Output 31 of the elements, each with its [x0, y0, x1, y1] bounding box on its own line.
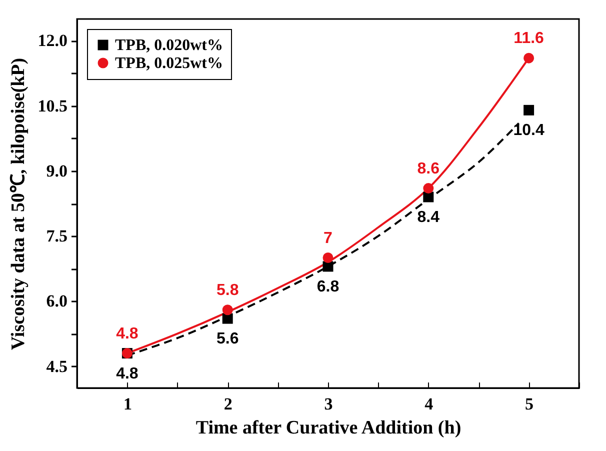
- legend-label: TPB, 0.020wt%: [115, 37, 223, 54]
- x-tick-label: 1: [123, 394, 132, 414]
- data-label: 11.6: [514, 30, 544, 48]
- y-tick-label: 10.5: [38, 96, 68, 116]
- point: [222, 304, 233, 316]
- point: [524, 104, 534, 116]
- point: [423, 183, 434, 194]
- point: [222, 313, 233, 324]
- data-label: 4.8: [116, 325, 138, 342]
- point: [322, 252, 334, 263]
- data-label: 5.8: [216, 282, 239, 299]
- x-axis-title: Time after Curative Addition (h): [196, 418, 462, 438]
- y-tick-label: 7.5: [46, 226, 68, 246]
- data-label: 4.8: [116, 365, 138, 382]
- y-tick-label: 6.0: [46, 292, 68, 311]
- data-label: 6.8: [316, 278, 340, 296]
- data-label: 8.6: [417, 160, 440, 178]
- data-label: 5.6: [216, 330, 239, 348]
- y-tick-label: 12.0: [38, 31, 68, 50]
- data-label: 8.4: [417, 208, 440, 226]
- x-tick-label: 3: [324, 394, 333, 414]
- data-label: 7: [324, 230, 333, 247]
- y-tick-label: 9.0: [46, 161, 68, 180]
- data-label: 10.4: [513, 122, 544, 140]
- y-axis-title: Viscosity data at 50℃, kilopoise(kP): [8, 58, 29, 350]
- x-tick-label: 5: [525, 394, 534, 414]
- x-tick-label: 4: [424, 394, 434, 414]
- y-tick-label: 4.5: [46, 356, 68, 376]
- x-tick-label: 2: [224, 394, 232, 414]
- point: [524, 52, 534, 64]
- legend-label: TPB, 0.025wt%: [115, 55, 223, 72]
